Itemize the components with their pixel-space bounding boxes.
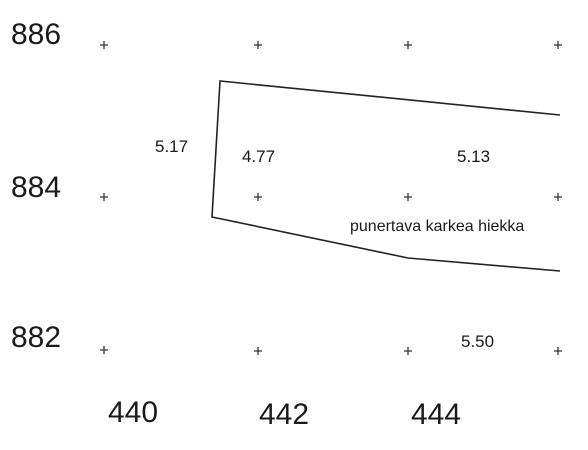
grid-cross <box>404 193 412 201</box>
x-label-442: 442 <box>259 398 309 431</box>
grid-cross <box>100 346 108 354</box>
y-label-884: 884 <box>11 171 61 204</box>
grid-cross <box>404 41 412 49</box>
grid-cross <box>554 193 562 201</box>
grid-crosses <box>100 41 562 355</box>
grid-cross <box>254 193 262 201</box>
y-label-882: 882 <box>11 321 61 354</box>
grid-cross <box>404 347 412 355</box>
grid-cross <box>100 41 108 49</box>
value-left-edge: 5.17 <box>155 137 188 156</box>
grid-cross <box>554 347 562 355</box>
x-label-440: 440 <box>108 396 158 429</box>
area-label: punertava karkea hiekka <box>350 218 524 235</box>
x-label-444: 444 <box>411 398 461 431</box>
grid-cross <box>100 193 108 201</box>
area-outline <box>211 80 561 272</box>
value-inner-right: 5.13 <box>457 147 490 166</box>
grid-cross <box>254 347 262 355</box>
grid-cross <box>254 41 262 49</box>
y-label-886: 886 <box>11 18 61 51</box>
value-inner-left: 4.77 <box>242 147 275 166</box>
grid-cross <box>554 41 562 49</box>
value-bottom-right: 5.50 <box>461 332 494 351</box>
